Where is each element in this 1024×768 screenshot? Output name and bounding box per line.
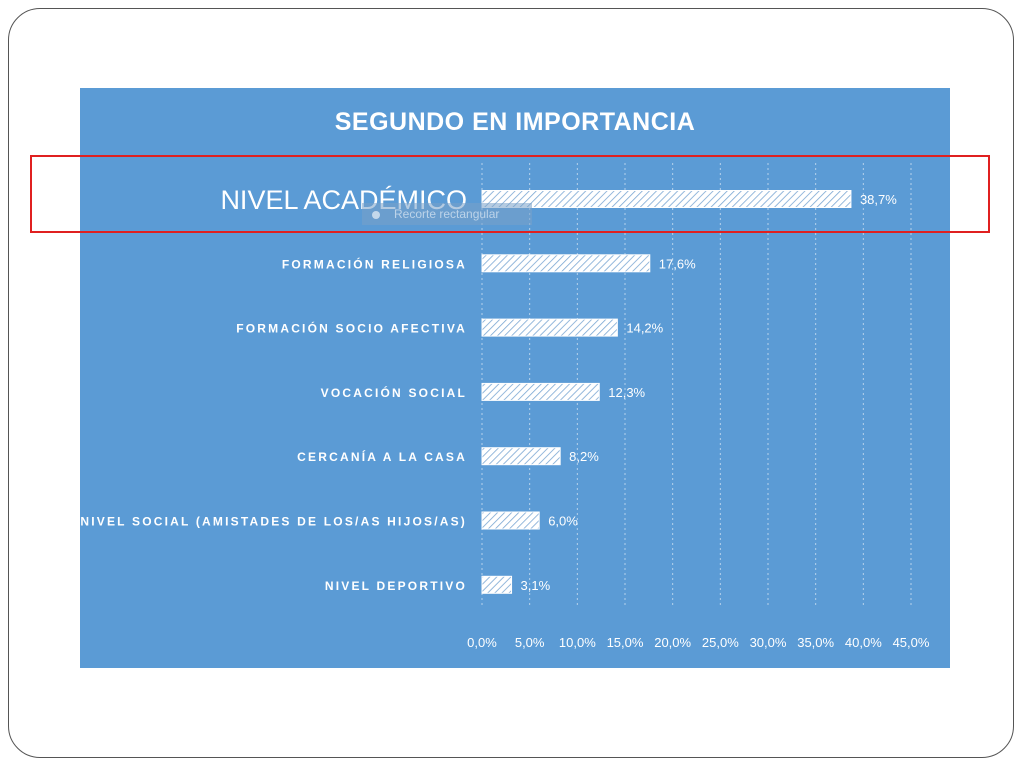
highlight-box: [30, 155, 990, 233]
x-tick-label: 35,0%: [797, 635, 834, 650]
category-label: FORMACIÓN RELIGIOSA: [282, 256, 467, 271]
data-label: 6,0%: [548, 514, 578, 529]
x-tick-label: 15,0%: [607, 635, 644, 650]
bar: [481, 575, 513, 594]
category-label: NIVEL SOCIAL (AMISTADES DE LOS/AS HIJOS/…: [80, 515, 467, 529]
snip-tooltip: Recorte rectangular: [362, 203, 532, 225]
bar: [481, 382, 600, 401]
category-label: CERCANÍA A LA CASA: [297, 449, 467, 464]
snip-dot-icon: [372, 210, 380, 219]
category-label: NIVEL DEPORTIVO: [325, 579, 467, 593]
bar-chart: 0,0% 5,0% 10,0% 15,0% 20,0% 25,0% 30,0% 35,0% 40…: [80, 163, 930, 650]
chart-title: SEGUNDO EN IMPORTANCIA: [334, 108, 696, 136]
bar: [481, 190, 852, 208]
x-tick-label: 30,0%: [750, 635, 787, 650]
bar: [481, 511, 540, 530]
x-tick-label: 20,0%: [654, 635, 691, 650]
bar: [481, 254, 651, 273]
data-label: 8,2%: [569, 449, 599, 464]
bar: [481, 318, 618, 337]
data-label: 38,7%: [860, 192, 897, 207]
category-label: FORMACIÓN SOCIO AFECTIVA: [236, 321, 467, 336]
x-tick-label: 5,0%: [515, 635, 545, 650]
bar: [481, 447, 561, 466]
data-label: 14,2%: [626, 321, 663, 336]
snip-label: Recorte rectangular: [394, 207, 500, 221]
chart-panel: SEGUNDO EN IMPORTANCIA 0,0% 5,0% 10,0% 15,0…: [80, 88, 950, 668]
data-label: 3,1%: [521, 578, 551, 593]
x-tick-label: 0,0%: [467, 635, 497, 650]
category-label: VOCACIÓN SOCIAL: [321, 385, 467, 400]
x-tick-label: 25,0%: [702, 635, 739, 650]
x-tick-label: 40,0%: [845, 635, 882, 650]
x-tick-label: 10,0%: [559, 635, 596, 650]
x-tick-label: 45,0%: [893, 635, 930, 650]
data-label: 17,6%: [659, 256, 696, 271]
data-label: 12,3%: [608, 385, 645, 400]
